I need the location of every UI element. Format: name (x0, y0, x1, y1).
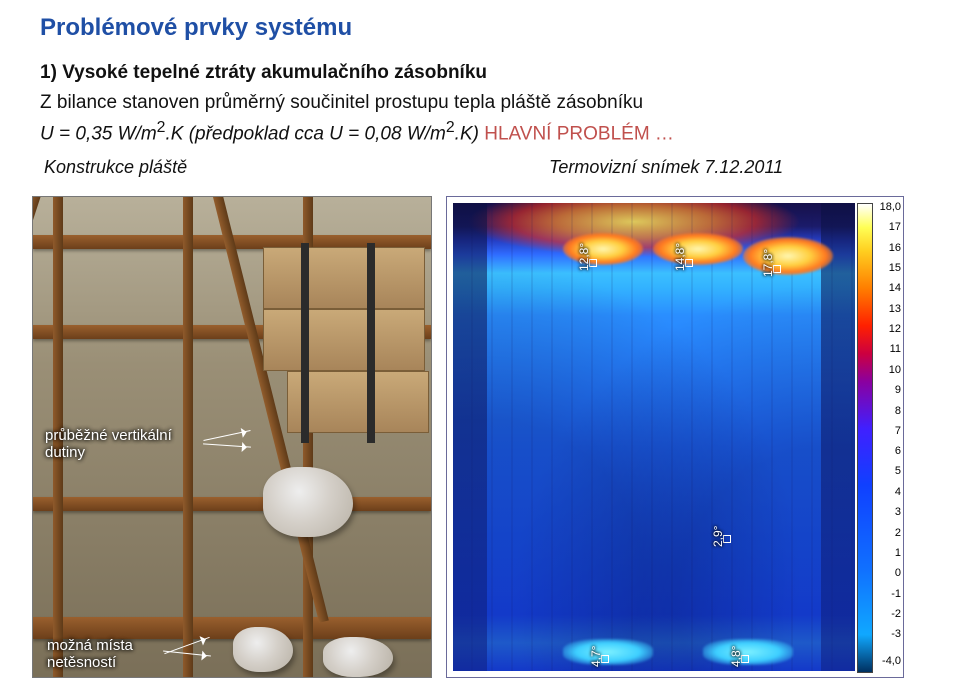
construction-photo: průběžné vertikální dutiny možná místa n… (32, 196, 432, 678)
arrow-cavity-2 (203, 443, 251, 447)
thermal-marker-label: 4,7° (589, 646, 603, 667)
sup-2: 2 (446, 119, 455, 136)
thermal-color-scale (857, 203, 873, 673)
scale-tick: 1 (875, 547, 901, 559)
thermal-marker-label: 14,8° (673, 243, 687, 271)
scale-tick: 13 (875, 303, 901, 315)
scale-tick: 12 (875, 323, 901, 335)
line-2: U = 0,35 W/m 2.K (předpoklad cca U = 0,08… (40, 117, 930, 147)
bullet-number: 1) (40, 62, 57, 83)
label-cavities: průběžné vertikální dutiny (45, 427, 172, 462)
section-title: Problémové prvky systému (40, 14, 930, 42)
scale-tick: 11 (875, 343, 901, 355)
thermal-image: 12,8°14,8°17,8°2,9°4,7°4,8° 18,017161514… (446, 196, 904, 678)
u-assumed: .K (předpoklad cca U = 0,08 W/m (165, 124, 445, 145)
label-leaks: možná místa netěsností (47, 637, 133, 672)
arrow-cavity-1 (203, 430, 250, 441)
scale-tick: 8 (875, 405, 901, 417)
scale-tick: 18,0 (875, 201, 901, 213)
thermal-scale-ticks: 18,017161514131211109876543210-1-2-3-4,0 (875, 201, 901, 673)
caption-left: Konstrukce pláště (40, 157, 439, 178)
scale-tick: 9 (875, 384, 901, 396)
scale-tick: 4 (875, 486, 901, 498)
scale-tick: 5 (875, 465, 901, 477)
scale-tick: 3 (875, 506, 901, 518)
thermal-marker-label: 17,8° (761, 249, 775, 277)
body-text: 1) Vysoké tepelné ztráty akumulačního zá… (40, 60, 930, 147)
main-problem: HLAVNÍ PROBLÉM … (484, 124, 674, 145)
scale-tick: -3 (875, 628, 901, 640)
scale-tick: 6 (875, 445, 901, 457)
bullet-heading: Vysoké tepelné ztráty akumulačního zásob… (62, 62, 487, 83)
scale-tick: -4,0 (875, 655, 901, 667)
scale-tick: 14 (875, 282, 901, 294)
scale-tick: 16 (875, 242, 901, 254)
scale-tick: -1 (875, 588, 901, 600)
u-value: U = 0,35 W/m (40, 124, 157, 145)
line-1: Z bilance stanoven průměrný součinitel p… (40, 90, 930, 116)
u-end: .K) (455, 124, 479, 145)
scale-tick: 7 (875, 425, 901, 437)
scale-tick: 17 (875, 221, 901, 233)
scale-tick: 0 (875, 567, 901, 579)
thermal-marker-label: 2,9° (711, 526, 725, 547)
scale-tick: 15 (875, 262, 901, 274)
scale-tick: 10 (875, 364, 901, 376)
thermal-marker-label: 4,8° (729, 646, 743, 667)
scale-tick: -2 (875, 608, 901, 620)
scale-tick: 2 (875, 527, 901, 539)
thermal-marker-label: 12,8° (577, 243, 591, 271)
caption-right: Termovizní snímek 7.12.2011 (439, 157, 783, 178)
